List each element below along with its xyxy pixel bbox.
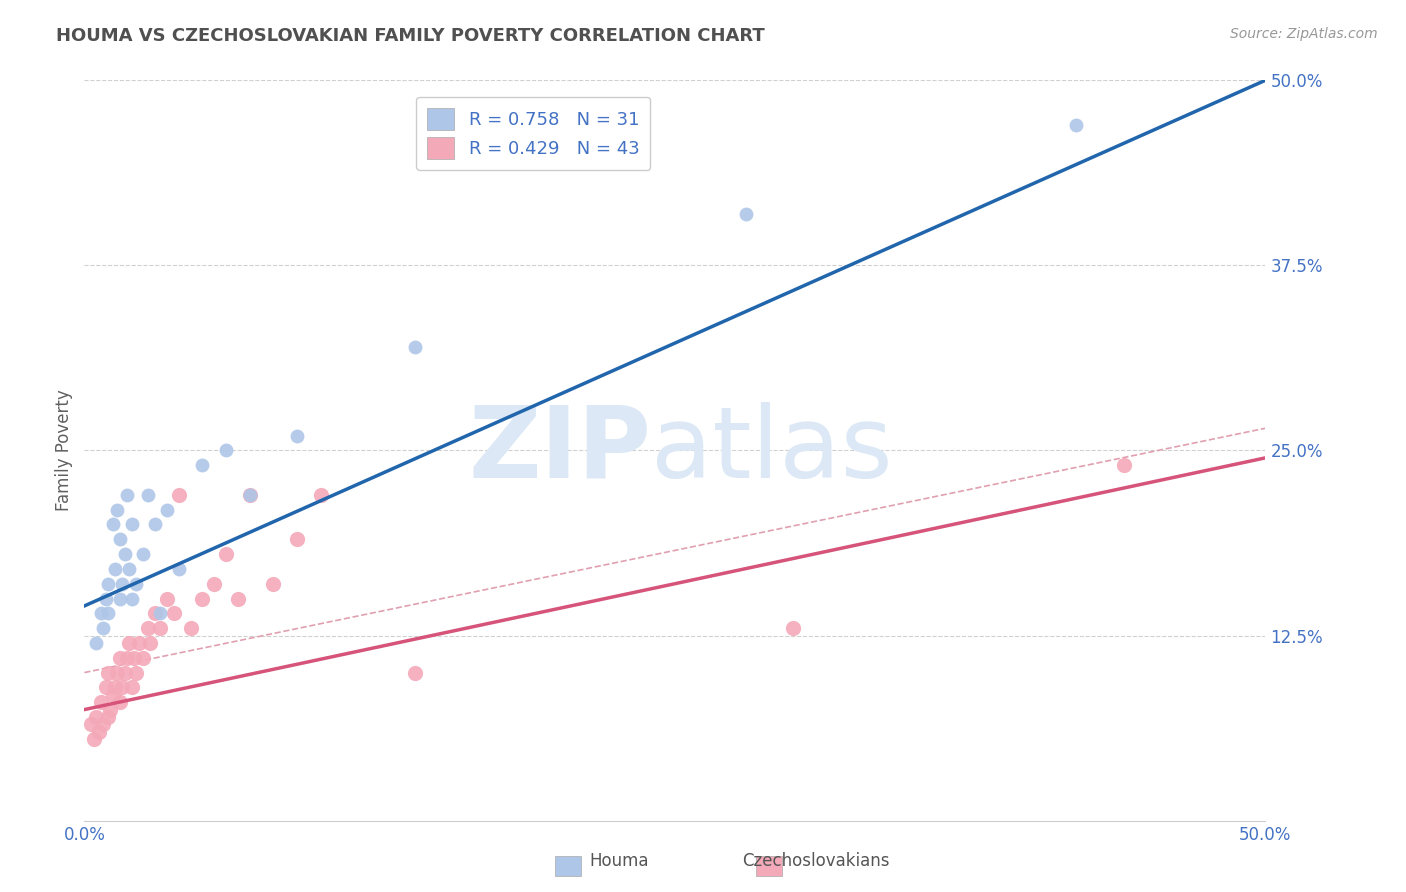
- Point: [262, 576, 284, 591]
- Point: [108, 591, 131, 606]
- Point: [80, 717, 103, 731]
- Text: Source: ZipAtlas.com: Source: ZipAtlas.com: [1230, 27, 1378, 41]
- Point: [101, 517, 124, 532]
- Point: [1112, 458, 1135, 473]
- Point: [143, 517, 166, 532]
- Point: [128, 636, 150, 650]
- Point: [104, 681, 127, 695]
- Point: [163, 607, 186, 621]
- Point: [285, 533, 308, 547]
- Text: HOUMA VS CZECHOSLOVAKIAN FAMILY POVERTY CORRELATION CHART: HOUMA VS CZECHOSLOVAKIAN FAMILY POVERTY …: [56, 27, 765, 45]
- Legend: R = 0.758   N = 31, R = 0.429   N = 43: R = 0.758 N = 31, R = 0.429 N = 43: [416, 96, 650, 169]
- Point: [215, 443, 238, 458]
- Point: [136, 621, 159, 635]
- Point: [156, 591, 179, 606]
- Point: [84, 636, 107, 650]
- Point: [167, 562, 190, 576]
- Point: [108, 533, 131, 547]
- Point: [782, 621, 804, 635]
- Point: [107, 665, 129, 680]
- Point: [139, 636, 162, 650]
- Point: [90, 695, 112, 709]
- Point: [132, 547, 155, 561]
- Point: [84, 710, 107, 724]
- Point: [97, 665, 120, 680]
- Point: [98, 703, 121, 717]
- Point: [121, 591, 143, 606]
- Point: [91, 621, 114, 635]
- Point: [94, 681, 117, 695]
- Point: [97, 607, 120, 621]
- Point: [404, 665, 426, 680]
- Text: ZIP: ZIP: [468, 402, 651, 499]
- Point: [202, 576, 225, 591]
- Text: Czechoslovakians: Czechoslovakians: [742, 852, 889, 870]
- Point: [87, 724, 110, 739]
- Point: [215, 547, 238, 561]
- Point: [191, 458, 214, 473]
- Y-axis label: Family Poverty: Family Poverty: [55, 390, 73, 511]
- Point: [149, 607, 172, 621]
- Point: [108, 650, 131, 665]
- Point: [108, 695, 131, 709]
- Point: [115, 650, 138, 665]
- Point: [734, 206, 756, 220]
- Point: [149, 621, 172, 635]
- Point: [285, 428, 308, 442]
- Point: [90, 607, 112, 621]
- Point: [156, 502, 179, 516]
- Point: [101, 688, 124, 702]
- Point: [83, 732, 105, 747]
- Point: [404, 340, 426, 354]
- Point: [122, 650, 145, 665]
- Point: [114, 665, 136, 680]
- Point: [115, 488, 138, 502]
- Point: [167, 488, 190, 502]
- Point: [121, 517, 143, 532]
- Point: [111, 576, 134, 591]
- Point: [97, 710, 120, 724]
- Point: [309, 488, 332, 502]
- Text: atlas: atlas: [651, 402, 893, 499]
- Text: Houma: Houma: [589, 852, 648, 870]
- Point: [143, 607, 166, 621]
- Point: [125, 576, 148, 591]
- Point: [118, 562, 141, 576]
- Point: [239, 488, 262, 502]
- Point: [191, 591, 214, 606]
- Point: [107, 502, 129, 516]
- Point: [1066, 118, 1088, 132]
- Point: [136, 488, 159, 502]
- Point: [239, 488, 262, 502]
- Point: [226, 591, 249, 606]
- Point: [121, 681, 143, 695]
- Point: [132, 650, 155, 665]
- Point: [94, 591, 117, 606]
- Point: [91, 717, 114, 731]
- Point: [118, 636, 141, 650]
- Point: [111, 681, 134, 695]
- Point: [97, 576, 120, 591]
- Point: [125, 665, 148, 680]
- Point: [180, 621, 202, 635]
- Point: [104, 562, 127, 576]
- Point: [114, 547, 136, 561]
